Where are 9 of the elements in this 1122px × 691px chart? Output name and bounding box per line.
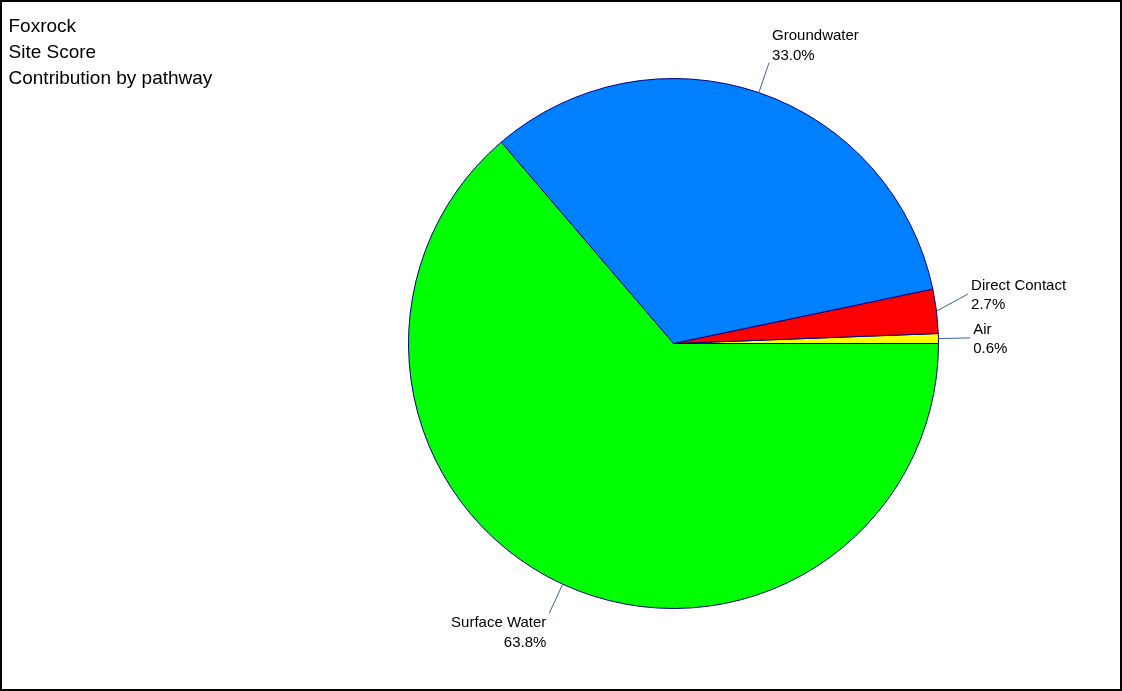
slice-label: Air	[973, 319, 992, 337]
slice-label: Groundwater	[772, 25, 859, 43]
data-label: 33.0%	[772, 45, 815, 63]
data-label: 0.6%	[973, 339, 1008, 357]
slice-label: Surface Water	[451, 613, 547, 631]
data-label: 2.7%	[971, 295, 1006, 313]
text: Foxrock Site Score Contribution by pathway	[8, 14, 213, 88]
slice-label: Direct Contact	[971, 275, 1067, 293]
data-label: 63.8%	[503, 632, 547, 650]
